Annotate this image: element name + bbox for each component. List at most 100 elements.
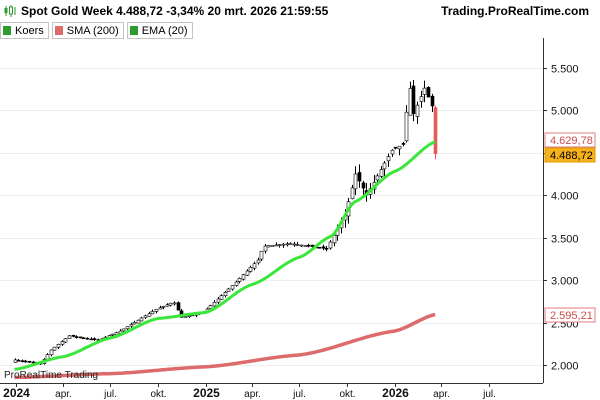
- candle-body: [60, 341, 65, 345]
- candle-body: [390, 149, 395, 155]
- candle-body: [56, 344, 61, 348]
- candle: [361, 180, 366, 195]
- candle-body: [245, 270, 250, 276]
- candle: [321, 244, 326, 251]
- candle-body: [78, 336, 83, 339]
- candle-body: [306, 244, 311, 247]
- candle: [216, 297, 221, 305]
- x-tick-label: jul.: [482, 389, 496, 400]
- candle-body: [208, 305, 213, 309]
- candle-body: [23, 360, 28, 363]
- candle-body: [150, 311, 155, 315]
- candle: [71, 334, 76, 338]
- chart-title: Spot Gold Week 4.488,72 -3,34% 20 mrt. 2…: [21, 4, 329, 18]
- candle-body: [415, 104, 420, 117]
- candle: [81, 337, 86, 340]
- candle: [295, 241, 300, 247]
- x-axis: 2024 apr. jul. okt. 2025 apr. jul. okt. 2026 apr.…: [3, 383, 496, 400]
- candle-body: [165, 304, 170, 307]
- legend-label-koers: Koers: [15, 24, 44, 37]
- candle: [266, 245, 271, 248]
- x-tick-label: jul.: [103, 389, 117, 400]
- candle-body: [263, 245, 268, 252]
- candle-body: [350, 187, 355, 200]
- candle-body: [393, 146, 398, 149]
- candle-body: [49, 349, 54, 356]
- plot-area: [0, 38, 543, 383]
- price-label-text: 2.595,21: [550, 310, 593, 322]
- candle-body: [295, 244, 300, 246]
- candle-body: [303, 245, 308, 247]
- candlestick-app-icon[interactable]: [3, 4, 17, 18]
- candle: [208, 304, 213, 310]
- legend-item-sma[interactable]: SMA (200): [51, 22, 124, 39]
- x-tick-label: apr.: [244, 389, 261, 400]
- candle: [121, 328, 126, 332]
- price-label-text: 4.488,72: [550, 150, 593, 162]
- candle-body: [16, 359, 21, 362]
- candle: [16, 359, 21, 362]
- candle: [23, 359, 28, 363]
- candle: [129, 322, 134, 328]
- candle-body: [259, 250, 264, 260]
- candle: [263, 244, 268, 254]
- candle: [422, 80, 427, 103]
- candle-body: [317, 246, 322, 249]
- candle-body: [81, 337, 86, 340]
- x-tick-label: apr.: [433, 389, 450, 400]
- candle-body: [241, 274, 246, 280]
- candle: [430, 93, 435, 112]
- y-tick-label: 5.000: [551, 106, 579, 118]
- candle: [357, 164, 362, 188]
- candle: [404, 105, 409, 143]
- candle: [281, 242, 286, 248]
- y-tick-label: 4.000: [551, 191, 579, 203]
- candle: [85, 337, 90, 340]
- price-labels: 4.629,78 4.488,72 2.595,21: [544, 132, 596, 323]
- candle: [143, 314, 148, 320]
- legend-item-koers[interactable]: Koers: [0, 22, 49, 39]
- candle: [397, 145, 402, 156]
- candle: [324, 245, 329, 252]
- candle: [270, 245, 275, 247]
- candle: [277, 244, 282, 248]
- candle: [350, 184, 355, 200]
- candle-body: [411, 85, 416, 114]
- candle: [393, 146, 398, 150]
- candle-body: [71, 334, 76, 337]
- candle: [328, 240, 333, 250]
- candle-body: [433, 107, 438, 154]
- ema-20-line: [14, 140, 436, 371]
- candle-body: [285, 243, 290, 246]
- candle-body: [110, 333, 115, 336]
- brand-label: Trading.ProRealTime.com: [441, 4, 589, 18]
- candle-body: [324, 247, 329, 250]
- candle-body: [401, 143, 406, 145]
- candle-body: [299, 244, 304, 247]
- candle-body: [147, 313, 152, 317]
- candle: [147, 311, 152, 317]
- candle: [237, 277, 242, 284]
- legend-item-ema[interactable]: EMA (20): [126, 22, 193, 39]
- candle-body: [226, 288, 231, 292]
- candle-body: [216, 298, 221, 303]
- candle-body: [270, 245, 275, 247]
- candle-body: [404, 111, 409, 142]
- legend-label-ema: EMA (20): [141, 24, 188, 37]
- candle-body: [248, 267, 253, 272]
- candle-body: [419, 96, 424, 102]
- candle: [158, 305, 163, 310]
- candle-body: [397, 145, 402, 150]
- candle: [92, 337, 97, 341]
- candle-body: [382, 162, 387, 170]
- candle-body: [154, 308, 159, 312]
- sma-200-line: [14, 312, 437, 380]
- x-tick-label: apr.: [55, 389, 72, 400]
- x-tick-label: 2025: [193, 386, 220, 400]
- candle: [248, 265, 253, 273]
- y-tick-label: 3.500: [551, 234, 579, 246]
- candle: [161, 305, 166, 310]
- candle-body: [288, 243, 293, 245]
